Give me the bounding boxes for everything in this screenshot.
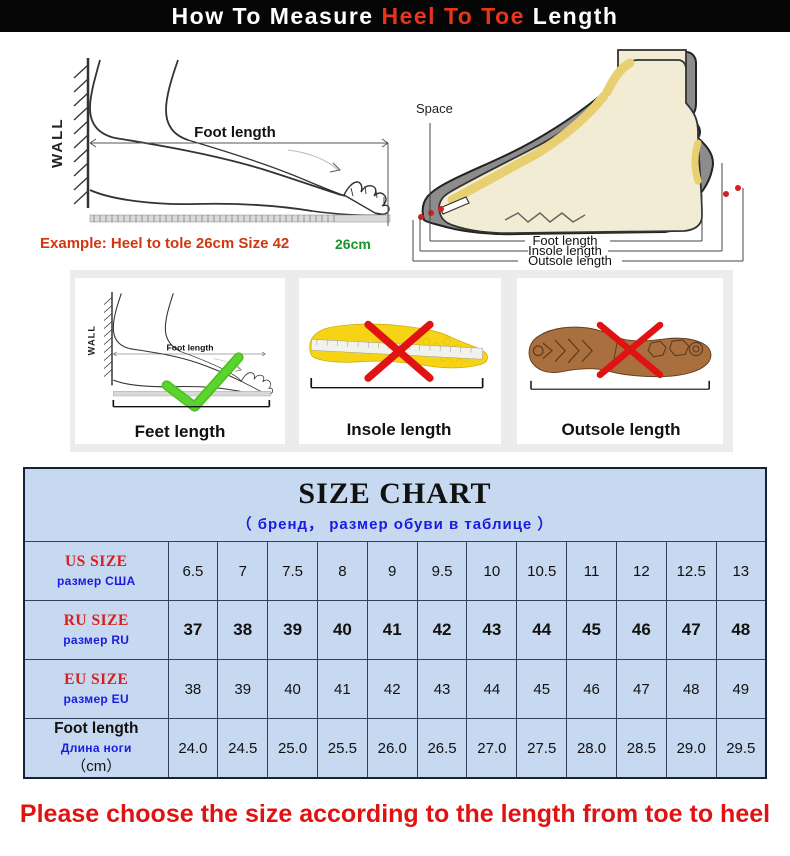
- svg-text:Foot length: Foot length: [194, 124, 276, 141]
- svg-text:Space: Space: [416, 101, 453, 116]
- svg-text:Foot length: Foot length: [166, 343, 213, 353]
- svg-text:WALL: WALL: [49, 118, 66, 169]
- svg-text:Outsole length: Outsole length: [528, 253, 612, 268]
- svg-text:WALL: WALL: [87, 325, 97, 355]
